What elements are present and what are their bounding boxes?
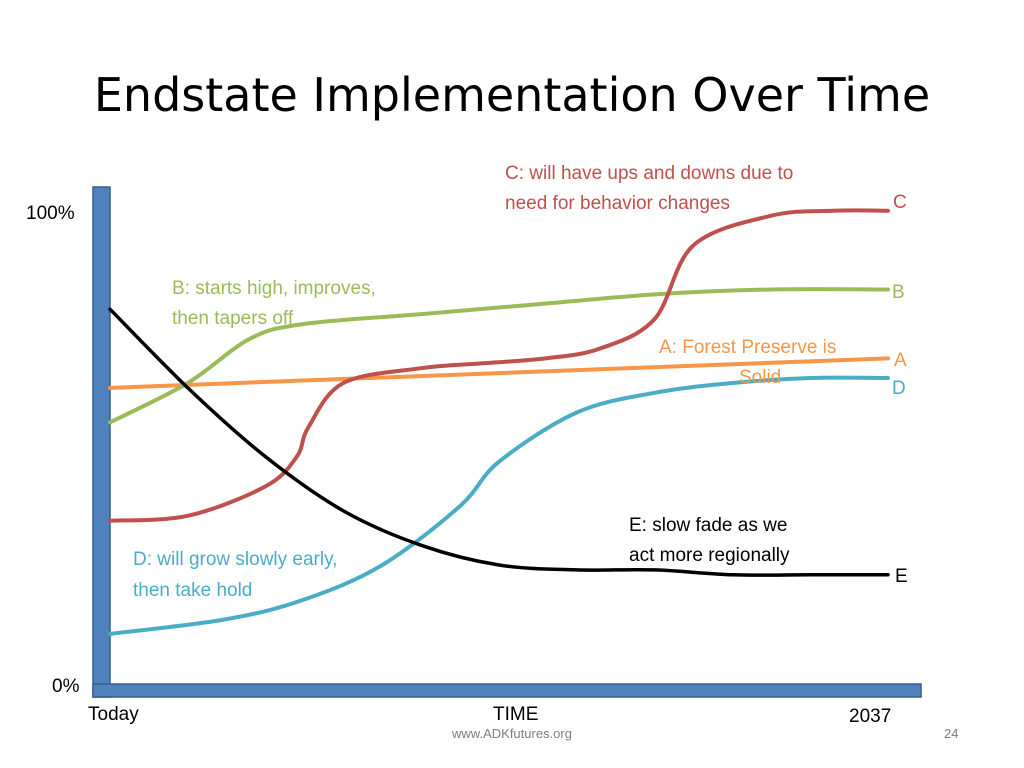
x-tick-label-start: Today: [88, 704, 139, 725]
series-line-c: [108, 208, 890, 523]
y-axis-bar: [92, 186, 111, 698]
annotation-c-line-2: need for behavior changes: [505, 193, 730, 214]
series-line-d: [108, 375, 890, 636]
series-line-a: [108, 356, 890, 390]
y-tick-label-top: 100%: [26, 203, 75, 224]
series-end-label-b: B: [892, 282, 905, 303]
annotation-a-line-1: A: Forest Preserve is: [659, 337, 836, 358]
series-line-b: [108, 287, 890, 425]
x-axis-title: TIME: [493, 704, 538, 725]
annotation-b-line-1: B: starts high, improves,: [172, 278, 376, 299]
annotation-b-line-2: then tapers off: [172, 308, 294, 329]
annotation-e-line-1: E: slow fade as we: [629, 515, 787, 536]
y-tick-label-bottom: 0%: [52, 676, 80, 697]
annotation-a-line-2: Solid: [739, 367, 781, 388]
series-lines: [108, 208, 890, 636]
page-number: 24: [944, 726, 959, 741]
footer-website: www.ADKfutures.org: [452, 726, 572, 741]
annotation-d-line-1: D: will grow slowly early,: [133, 549, 337, 570]
annotation-c-line-1: C: will have ups and downs due to: [505, 163, 793, 184]
series-line-e: [108, 307, 890, 577]
x-tick-label-end: 2037: [849, 706, 891, 727]
series-end-label-a: A: [894, 350, 907, 371]
annotation-e-line-2: act more regionally: [629, 545, 790, 566]
slide-title: Endstate Implementation Over Time: [93, 68, 931, 122]
series-end-label-e: E: [895, 566, 908, 587]
x-axis-bar: [92, 683, 922, 698]
series-end-label-d: D: [892, 378, 906, 399]
annotation-d-line-2: then take hold: [133, 580, 252, 601]
series-end-label-c: C: [893, 192, 907, 213]
